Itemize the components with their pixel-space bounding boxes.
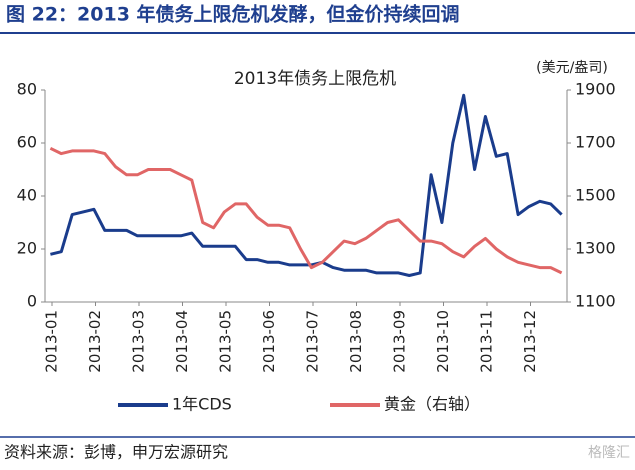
watermark: 格隆汇: [588, 445, 630, 461]
series-line: [50, 93, 563, 277]
x-tick-label: 2013-05: [217, 310, 235, 373]
y-tick-label: 60: [17, 133, 37, 152]
y-tick-label: 20: [17, 239, 37, 258]
x-tick-label: 2013-12: [521, 310, 539, 373]
legend-label: 黄金（右轴）: [384, 395, 480, 414]
y2-tick-label: 1500: [575, 186, 616, 205]
x-tick-label: 2013-04: [173, 310, 191, 373]
y2-tick-label: 1900: [575, 80, 616, 99]
source: 资料来源：彭博，申万宏源研究: [4, 443, 228, 462]
y2-tick-label: 1100: [575, 292, 616, 311]
x-tick-label: 2013-11: [478, 310, 496, 373]
header-title: 图 22：2013 年债务上限危机发酵，但金价持续回调: [6, 3, 460, 26]
legend-label: 1年CDS: [172, 395, 232, 414]
y-tick-label: 0: [27, 292, 37, 311]
x-tick-label: 2013-07: [304, 310, 322, 373]
chart-title: 2013年债务上限危机: [234, 69, 396, 89]
series-line: [49, 146, 563, 275]
y-tick-label: 40: [17, 186, 37, 205]
x-tick-label: 2013-03: [130, 310, 148, 373]
x-tick-label: 2013-01: [43, 310, 61, 373]
x-tick-label: 2013-08: [347, 310, 365, 373]
y2-tick-label: 1700: [575, 133, 616, 152]
x-tick-label: 2013-10: [434, 310, 452, 373]
y2-label: (美元/盎司): [536, 60, 608, 76]
y-tick-label: 80: [17, 80, 37, 99]
x-tick-label: 2013-06: [260, 310, 278, 373]
y2-tick-label: 1300: [575, 239, 616, 258]
x-tick-label: 2013-09: [391, 310, 409, 373]
x-tick-label: 2013-02: [86, 310, 104, 373]
